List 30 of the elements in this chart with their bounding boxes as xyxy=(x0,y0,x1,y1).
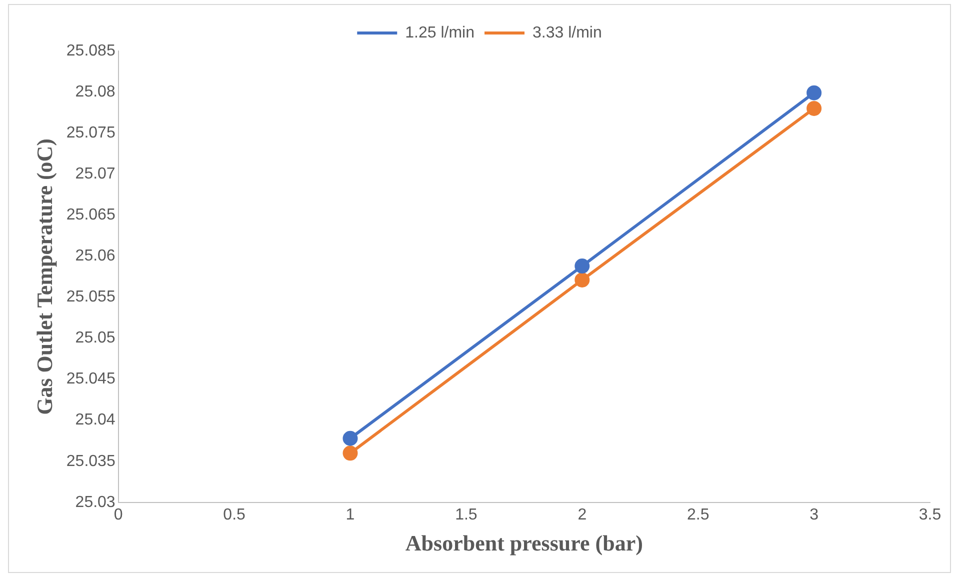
y-tick-label: 25.075 xyxy=(66,124,116,142)
y-tick-label: 25.045 xyxy=(66,370,116,388)
y-tick-label: 25.03 xyxy=(75,494,116,511)
legend-label: 1.25 l/min xyxy=(405,24,475,42)
y-tick-label: 25.085 xyxy=(66,42,116,60)
point xyxy=(806,85,822,100)
x-tick-label: 2.5 xyxy=(686,506,710,524)
y-tick-label: 25.08 xyxy=(75,83,116,100)
point xyxy=(574,258,590,274)
x-axis-title: Absorbent pressure (bar) xyxy=(405,530,643,556)
y-tick-label: 25.06 xyxy=(75,248,116,265)
y-tick-label: 25.05 xyxy=(75,330,116,347)
x-tick-label: 0.5 xyxy=(223,506,246,524)
y-tick-label: 25.055 xyxy=(66,288,116,306)
y-axis-title: Gas Outlet Temperature (oC) xyxy=(32,138,57,415)
x-tick-label: 1.5 xyxy=(455,506,478,524)
x-tick-label: 0 xyxy=(114,506,123,524)
legend-label: 3.33 l/min xyxy=(532,24,602,42)
x-tick-label: 3 xyxy=(810,506,819,524)
y-tick-label: 25.07 xyxy=(75,166,116,183)
point xyxy=(806,100,822,116)
point xyxy=(342,430,358,446)
x-tick-label: 1 xyxy=(346,506,355,524)
y-tick-label: 25.065 xyxy=(66,206,116,224)
point xyxy=(574,272,590,288)
x-tick-label: 3.5 xyxy=(918,506,942,524)
point xyxy=(342,446,358,461)
y-tick-label: 25.04 xyxy=(75,412,116,429)
x-tick-label: 2 xyxy=(578,506,587,524)
y-tick-label: 25.035 xyxy=(66,452,116,470)
